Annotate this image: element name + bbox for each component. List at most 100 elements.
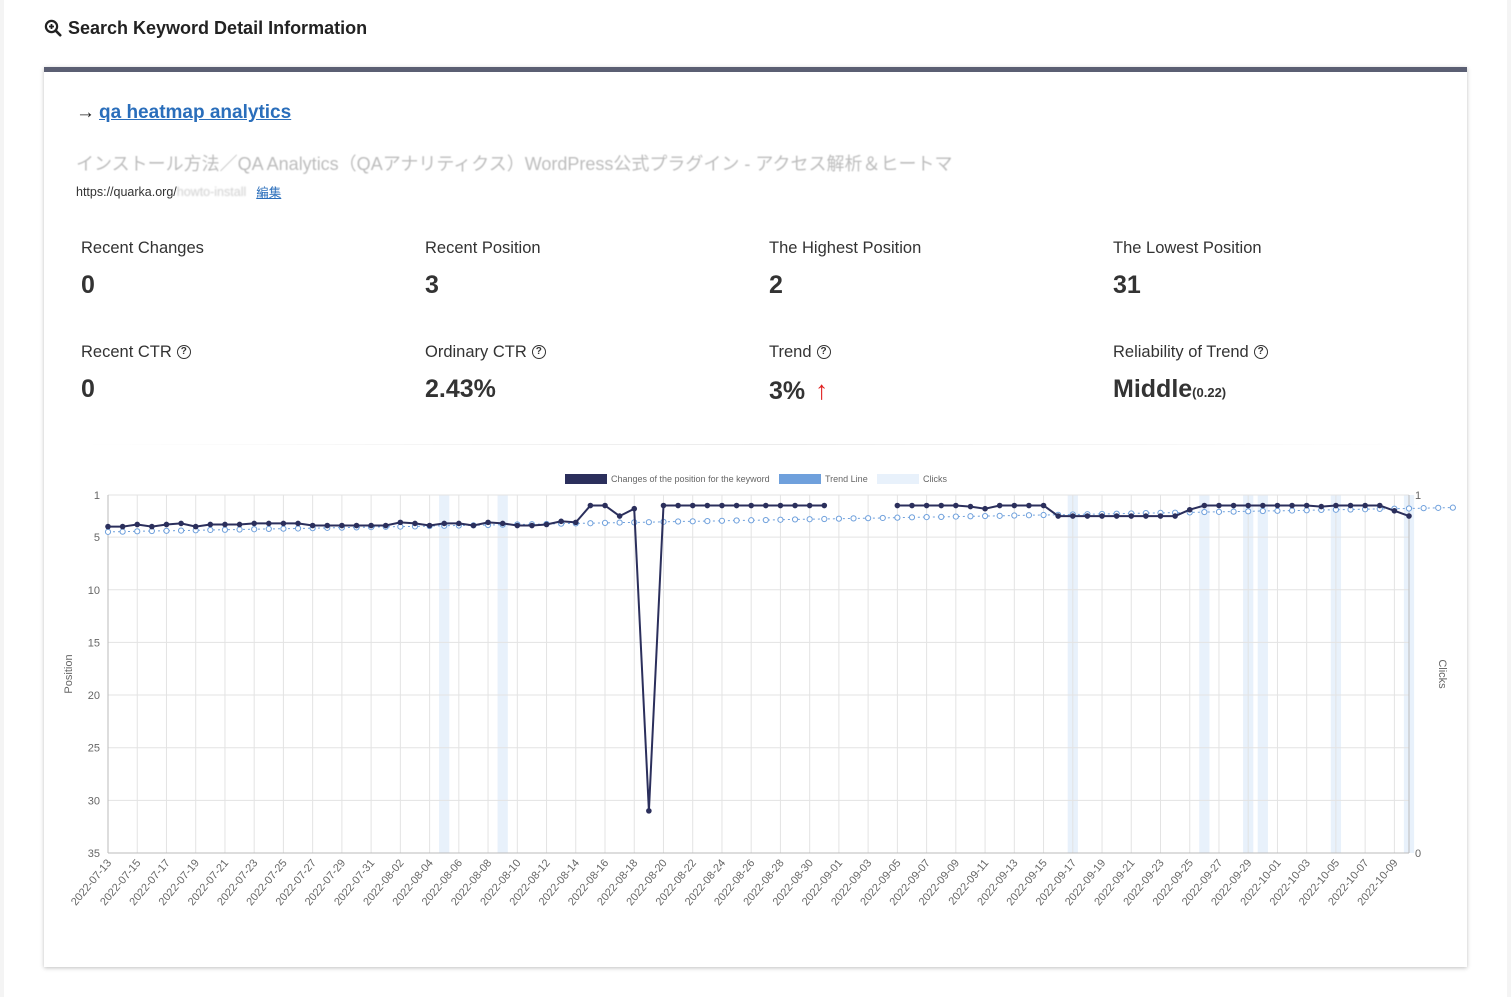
landing-page-title: インストール方法／QA Analytics（QAアナリティクス）WordPres… <box>76 154 953 174</box>
trend-point <box>821 515 828 523</box>
stat-value: 2.43% <box>425 375 496 403</box>
clicks-bar <box>439 495 450 853</box>
position-point <box>1376 502 1383 509</box>
y-tick-label: 15 <box>88 637 100 649</box>
trend-point <box>221 526 229 533</box>
position-point <box>602 502 608 509</box>
stat-value: Middle <box>1113 375 1193 403</box>
position-point <box>1040 502 1047 509</box>
help-icon[interactable]: ? <box>176 345 191 359</box>
position-point <box>1289 502 1295 509</box>
trend-point <box>1215 508 1223 515</box>
trend-point <box>280 525 287 532</box>
trend-point <box>177 527 185 534</box>
trend-point <box>850 515 857 522</box>
position-point <box>105 523 111 530</box>
position-point <box>646 808 652 814</box>
position-point <box>1143 513 1149 519</box>
trend-line <box>107 507 1453 533</box>
position-point <box>397 519 404 526</box>
position-point <box>1099 513 1105 519</box>
position-series <box>105 502 1412 814</box>
trend-point <box>1259 507 1266 515</box>
keyword-link[interactable]: qa heatmap analytics <box>99 102 292 123</box>
help-icon[interactable]: ? <box>1253 345 1268 359</box>
position-point <box>1333 502 1339 509</box>
y-tick-label: 10 <box>88 585 100 597</box>
stat-value: 0 <box>81 375 95 403</box>
position-point <box>1347 502 1354 509</box>
trend-point <box>1420 505 1427 512</box>
y2-tick-label: 1 <box>1415 490 1421 502</box>
position-point <box>1406 513 1412 519</box>
position-point <box>119 523 126 530</box>
position-point <box>996 502 1003 509</box>
position-point <box>1245 502 1252 509</box>
position-point <box>1113 513 1120 519</box>
trend-point <box>645 519 652 526</box>
position-point <box>441 520 448 527</box>
position-point <box>821 502 828 509</box>
edit-link[interactable]: 編集 <box>256 186 282 200</box>
stat-label: Recent CTR <box>81 342 172 361</box>
stat-value: 3% <box>769 377 806 405</box>
stat-label: Reliability of Trend <box>1113 342 1249 361</box>
trend-point <box>1405 505 1413 512</box>
position-point <box>485 519 491 526</box>
position-point <box>339 522 345 529</box>
keyword-detail-card: → qa heatmap analytics インストール方法／QA Analy… <box>44 67 1467 967</box>
stat-value: 2 <box>769 271 783 299</box>
position-point <box>748 502 754 509</box>
position-point <box>719 502 725 509</box>
divider <box>76 444 1436 445</box>
clicks-bar <box>1257 495 1268 853</box>
position-point <box>1055 513 1061 519</box>
trend-point <box>967 513 974 520</box>
y-tick-label: 35 <box>88 848 100 860</box>
trend-point <box>675 518 682 525</box>
clicks-bar <box>497 495 508 853</box>
trend-point <box>104 528 112 535</box>
position-chart-svg: 15101520253035102022-07-132022-07-152022… <box>63 474 1456 908</box>
y-tick-label: 20 <box>88 690 100 702</box>
stat-label: The Highest Position <box>769 238 922 257</box>
position-point <box>1318 503 1325 510</box>
trend-point <box>894 514 901 521</box>
position-point <box>207 521 214 528</box>
grid <box>107 494 1409 854</box>
landing-page-url[interactable]: https://quarka.org/ <box>76 184 177 199</box>
y-tick-label: 30 <box>88 795 100 807</box>
trend-point <box>689 518 696 525</box>
position-point <box>1201 502 1208 509</box>
trend-point <box>1011 512 1018 519</box>
position-point <box>616 513 623 519</box>
stat-label: The Lowest Position <box>1113 238 1262 257</box>
trend-point <box>251 526 258 533</box>
page-title: Search Keyword Detail Information <box>68 17 368 38</box>
url-row: https://quarka.org/ howto-install 編集 <box>76 182 281 201</box>
stat-reliability: Reliability of Trend ? Middle (0.22) <box>1113 341 1443 404</box>
arrow-right-icon: → <box>76 102 95 123</box>
help-icon[interactable]: ? <box>816 345 831 359</box>
trend-line-series <box>104 504 1456 535</box>
position-chart: 1 5 10 15 20 25 30 35 1 0 2022-07-13 2022-07-15 2022… <box>44 464 1467 964</box>
legend-swatch <box>877 474 919 484</box>
trend-point <box>1040 511 1047 519</box>
legend-swatch <box>565 474 607 484</box>
position-point <box>251 520 257 527</box>
position-point <box>777 502 784 509</box>
trend-point <box>865 515 872 522</box>
position-point <box>675 502 681 509</box>
position-point <box>1011 502 1018 509</box>
position-point <box>923 502 930 509</box>
position-point <box>967 503 974 510</box>
page: Search Keyword Detail Information → qa h… <box>4 0 1507 997</box>
position-point <box>280 520 287 527</box>
help-icon[interactable]: ? <box>531 345 546 359</box>
stat-sub-value: (0.22) <box>1192 385 1227 400</box>
trend-point <box>718 517 726 524</box>
position-point <box>792 502 798 509</box>
trend-point <box>1245 508 1252 515</box>
page-header: Search Keyword Detail Information <box>44 14 367 42</box>
stat-value: 31 <box>1113 271 1141 299</box>
